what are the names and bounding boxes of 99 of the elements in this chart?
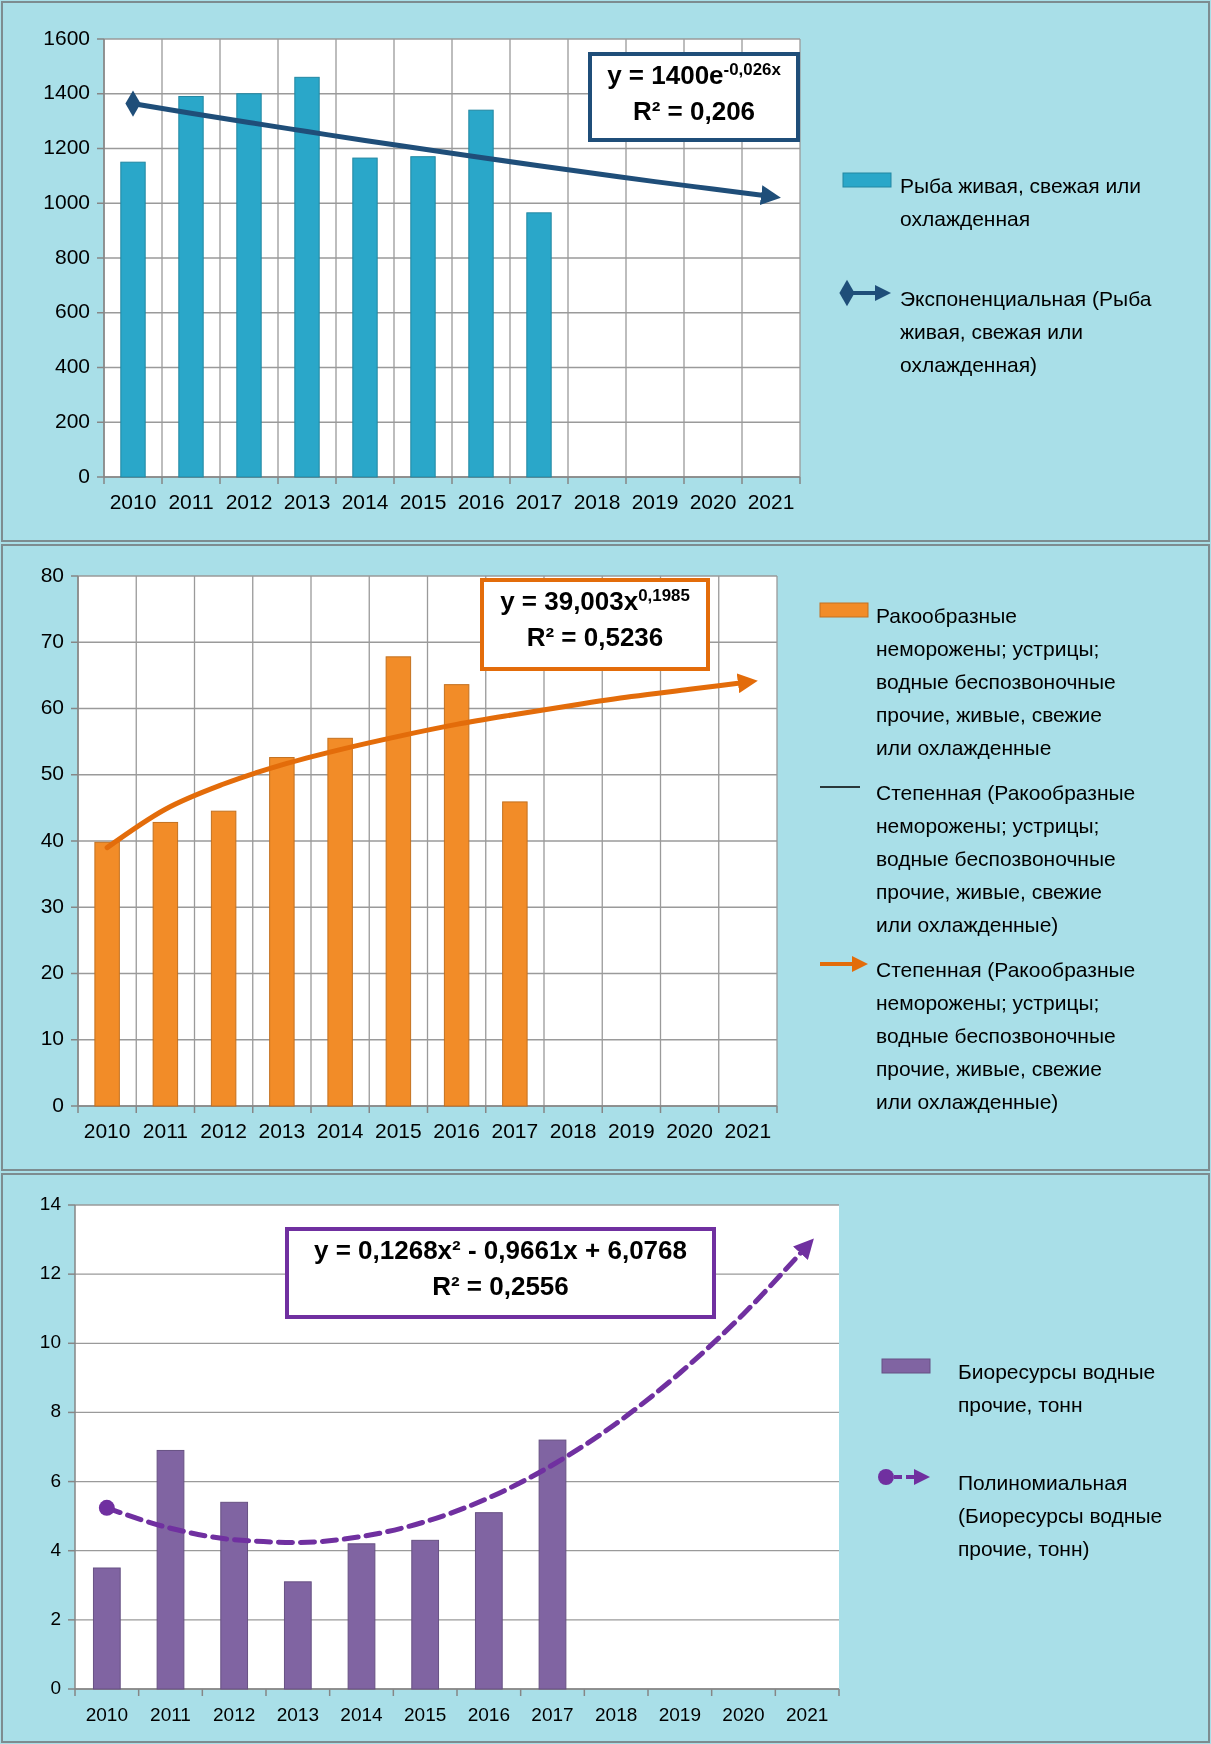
x-tick-label: 2017 (531, 1704, 574, 1725)
y-tick-label: 20 (40, 960, 64, 984)
y-tick-label: 0 (78, 463, 90, 487)
legend-label: Степенная (Ракообразные неморожены; устрицы; водные беспозвоночные прочие, живые, свежие или охлажденные) (876, 780, 1136, 936)
y-tick-label: 0 (50, 1677, 61, 1699)
y-tick-label: 60 (40, 695, 64, 719)
x-tick-label: 2011 (168, 490, 214, 513)
bar (92, 1567, 121, 1690)
x-tick-label: 2019 (658, 1704, 701, 1725)
x-tick-label: 2021 (747, 490, 795, 513)
x-tick-label: 2018 (549, 1119, 597, 1142)
y-tick-label: 30 (40, 893, 64, 917)
bar (220, 1501, 249, 1690)
x-tick-label: 2018 (595, 1704, 638, 1725)
bar (352, 157, 378, 478)
y-tick-label: 12 (39, 1262, 61, 1284)
x-tick-label: 2016 (433, 1119, 480, 1142)
y-tick-label: 200 (54, 408, 90, 432)
bar (385, 656, 412, 1107)
bar (120, 161, 146, 478)
y-tick-label: 1600 (43, 25, 90, 49)
y-tick-label: 50 (40, 761, 64, 785)
x-tick-label: 2021 (724, 1119, 772, 1142)
x-tick-label: 2017 (491, 1119, 539, 1142)
x-tick-label: 2020 (689, 490, 737, 513)
x-tick-label: 2019 (608, 1119, 655, 1142)
y-tick-label: 8 (50, 1400, 61, 1422)
bar (269, 757, 295, 1107)
bar (474, 1512, 503, 1690)
x-tick-label: 2010 (85, 1704, 128, 1725)
x-tick-label: 2014 (341, 490, 389, 513)
x-tick-label: 2011 (150, 1704, 191, 1725)
x-tick-label: 2016 (457, 490, 505, 513)
bar (538, 1439, 567, 1690)
y-tick-label: 14 (39, 1193, 62, 1215)
x-tick-label: 2011 (142, 1119, 188, 1142)
x-tick-label: 2017 (515, 490, 563, 513)
bar (411, 1539, 440, 1690)
x-tick-label: 2015 (404, 1704, 447, 1725)
y-tick-label: 70 (40, 628, 64, 652)
y-tick-label: 6 (50, 1469, 61, 1491)
y-tick-label: 1400 (43, 80, 90, 104)
x-tick-label: 2014 (316, 1119, 364, 1142)
x-tick-label: 2012 (213, 1704, 256, 1725)
x-tick-label: 2020 (666, 1119, 713, 1142)
legend-label: Биоресурсы водные прочие, тонн (958, 1359, 1156, 1416)
x-tick-label: 2015 (375, 1119, 422, 1142)
bar (94, 841, 120, 1107)
y-tick-label: 800 (54, 244, 90, 268)
y-tick-label: 1200 (43, 135, 90, 159)
x-tick-label: 2013 (283, 490, 331, 513)
y-tick-label: 600 (54, 299, 90, 323)
x-tick-label: 2015 (399, 490, 447, 513)
x-tick-label: 2013 (258, 1119, 306, 1142)
bar (283, 1581, 312, 1690)
legend-label: Ракообразные неморожены; устрицы; водные беспозвоночные прочие, живые, свежие или охлажденные (876, 603, 1116, 759)
x-tick-label: 2018 (573, 490, 621, 513)
y-tick-label: 1000 (43, 189, 90, 213)
y-tick-label: 40 (40, 827, 64, 851)
bar (178, 95, 204, 478)
x-tick-label: 2021 (786, 1704, 829, 1725)
bar (327, 737, 353, 1107)
annotation: y = 39,003x$^{0,1985}$ (500, 585, 690, 616)
x-tick-label: 2019 (631, 490, 679, 513)
legend-label: Степенная (Ракообразные неморожены; устрицы; водные беспозвоночные прочие, живые, свежие или охлажденные) (876, 957, 1136, 1113)
y-tick-label: 0 (52, 1092, 64, 1116)
y-tick-label: 10 (39, 1331, 61, 1353)
x-tick-label: 2010 (109, 490, 157, 513)
x-tick-label: 2010 (83, 1119, 131, 1142)
bar (210, 810, 237, 1107)
legend-label: Экспоненциальная (Рыба живая, свежая или охлажденная) (900, 286, 1152, 376)
x-tick-label: 2014 (340, 1704, 384, 1725)
y-tick-label: 2 (50, 1607, 61, 1629)
x-tick-label: 2012 (200, 1119, 247, 1142)
bar (152, 821, 179, 1107)
y-tick-label: 400 (54, 354, 90, 378)
annotation: R² = 0,5236 (526, 622, 664, 652)
annotation: y = 0,1268x² - 0,9661x + 6,0768 (314, 1235, 687, 1265)
annotation: R² = 0,2556 (432, 1271, 569, 1301)
bar (468, 109, 494, 478)
bar (294, 76, 320, 478)
annotation: y = 1400e$^{-0,026x}$ (607, 59, 782, 90)
bar (156, 1449, 185, 1690)
y-tick-label: 10 (40, 1026, 64, 1050)
bar (443, 684, 470, 1107)
bar (410, 156, 436, 478)
x-tick-label: 2012 (225, 490, 273, 513)
bar (236, 93, 262, 478)
legend-label: Полиномиальная (Биоресурсы водные прочие, тонн) (958, 1470, 1163, 1560)
x-tick-label: 2013 (276, 1704, 319, 1725)
annotation: R² = 0,206 (632, 96, 756, 126)
x-tick-label: 2020 (722, 1704, 765, 1725)
y-tick-label: 4 (50, 1538, 62, 1560)
x-tick-label: 2016 (467, 1704, 510, 1725)
legend-label: Рыба живая, свежая или охлажденная (900, 173, 1142, 230)
bar (502, 801, 528, 1107)
bar (347, 1543, 376, 1690)
y-tick-label: 80 (40, 562, 64, 586)
bar (526, 212, 552, 478)
